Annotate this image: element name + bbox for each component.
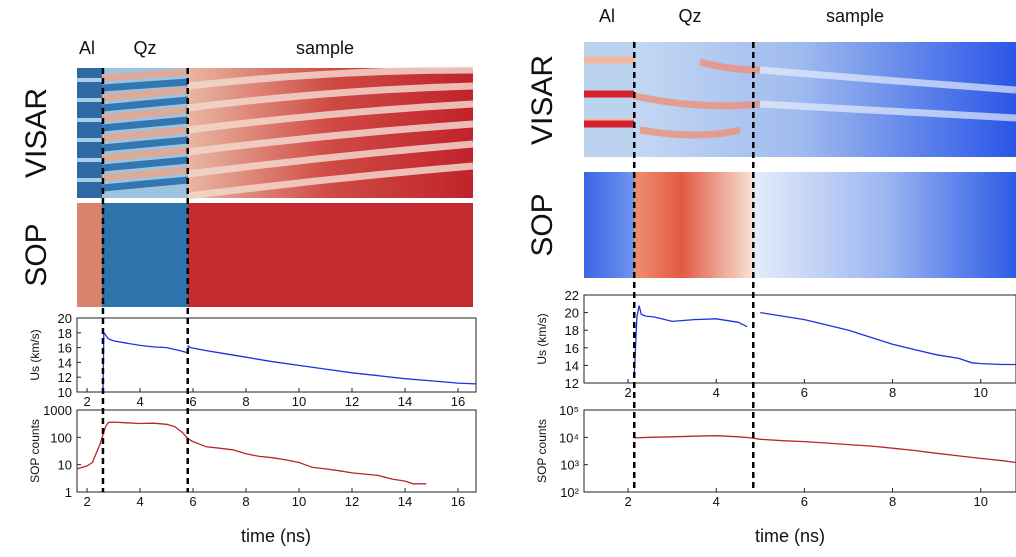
x-tick-label: 4 xyxy=(713,494,720,509)
x-tick-label: 8 xyxy=(889,494,896,509)
image-label: VISAR xyxy=(526,55,559,145)
image-label: SOP xyxy=(526,193,559,256)
x-tick-label: 8 xyxy=(242,394,249,409)
visar-image xyxy=(584,42,1016,157)
region-label: Qz xyxy=(678,6,701,26)
plot-frame xyxy=(583,409,1016,493)
y-axis-label: SOP counts xyxy=(28,419,42,483)
data-line xyxy=(633,305,1016,375)
x-tick-label: 10 xyxy=(292,494,306,509)
x-tick-label: 12 xyxy=(345,494,359,509)
y-tick-label: 10⁵ xyxy=(559,403,579,418)
y-tick-label: 16 xyxy=(565,341,579,356)
region-label: Al xyxy=(79,38,95,58)
region-label: Qz xyxy=(133,38,156,58)
y-axis-label: SOP counts xyxy=(535,419,549,483)
image-label: SOP xyxy=(20,223,53,286)
y-tick-label: 10 xyxy=(58,385,72,400)
x-tick-label: 4 xyxy=(713,385,720,400)
x-tick-label: 14 xyxy=(398,494,412,509)
plot-frame xyxy=(76,409,477,493)
x-tick-label: 2 xyxy=(624,494,631,509)
x-tick-label: 12 xyxy=(345,394,359,409)
y-tick-label: 10⁴ xyxy=(559,430,579,445)
data-line xyxy=(76,421,427,485)
x-tick-label: 10 xyxy=(974,494,988,509)
x-tick-label: 4 xyxy=(136,394,143,409)
y-tick-label: 16 xyxy=(58,341,72,356)
y-tick-label: 14 xyxy=(58,355,72,370)
x-tick-label: 8 xyxy=(889,385,896,400)
y-tick-label: 1000 xyxy=(43,403,72,418)
sop-image xyxy=(584,172,1016,278)
x-tick-label: 14 xyxy=(398,394,412,409)
plot-frame xyxy=(583,294,1016,384)
x-axis-label: time (ns) xyxy=(755,526,825,546)
x-tick-label: 16 xyxy=(451,394,465,409)
x-tick-label: 2 xyxy=(624,385,631,400)
y-axis-label: Us (km/s) xyxy=(535,313,549,364)
x-tick-label: 6 xyxy=(189,494,196,509)
x-tick-label: 6 xyxy=(189,394,196,409)
y-axis-label: Us (km/s) xyxy=(28,329,42,380)
region-label: Al xyxy=(599,6,615,26)
x-tick-label: 2 xyxy=(83,494,90,509)
x-tick-label: 16 xyxy=(451,494,465,509)
data-line xyxy=(102,331,477,393)
y-tick-label: 10² xyxy=(560,485,579,500)
x-axis-label: time (ns) xyxy=(241,526,311,546)
y-tick-label: 18 xyxy=(58,326,72,341)
x-tick-label: 4 xyxy=(136,494,143,509)
image-label: VISAR xyxy=(20,88,53,178)
y-tick-label: 18 xyxy=(565,323,579,338)
y-tick-label: 12 xyxy=(58,370,72,385)
y-tick-label: 14 xyxy=(565,358,579,373)
y-tick-label: 1 xyxy=(65,485,72,500)
x-tick-label: 10 xyxy=(974,385,988,400)
data-line xyxy=(634,435,1016,464)
y-tick-label: 100 xyxy=(50,430,72,445)
y-tick-label: 10³ xyxy=(560,458,579,473)
y-tick-label: 22 xyxy=(565,288,579,303)
sop-image xyxy=(77,203,473,307)
y-tick-label: 12 xyxy=(565,376,579,391)
x-tick-label: 8 xyxy=(242,494,249,509)
y-tick-label: 10 xyxy=(58,458,72,473)
region-label: sample xyxy=(296,38,354,58)
x-tick-label: 2 xyxy=(83,394,90,409)
region-label: sample xyxy=(826,6,884,26)
x-tick-label: 10 xyxy=(292,394,306,409)
x-tick-label: 6 xyxy=(801,494,808,509)
plot-frame xyxy=(76,317,477,393)
x-tick-label: 6 xyxy=(801,385,808,400)
y-tick-label: 20 xyxy=(58,311,72,326)
y-tick-label: 20 xyxy=(565,306,579,321)
visar-image xyxy=(77,66,474,200)
